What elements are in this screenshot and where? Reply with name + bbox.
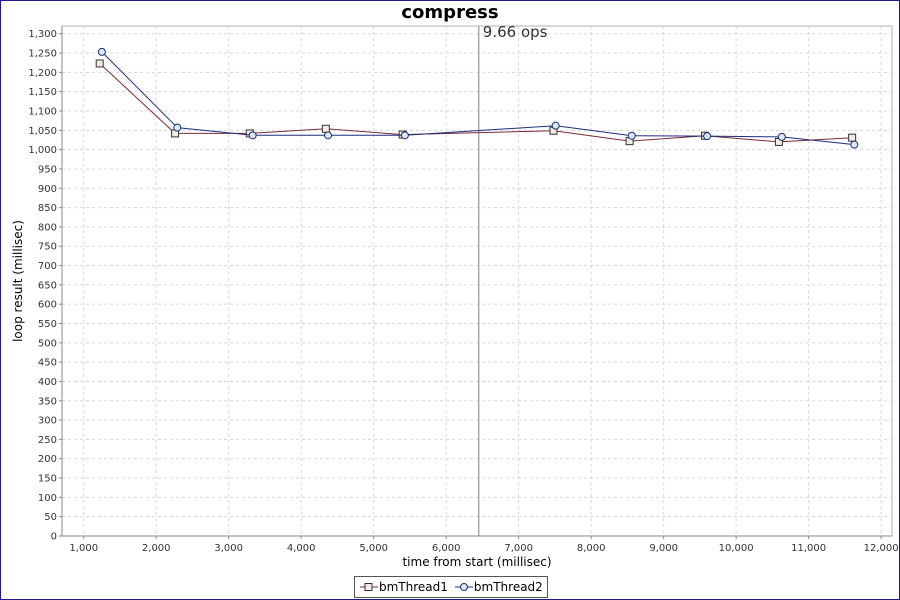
y-tick-label: 1,200 — [28, 68, 57, 79]
legend-item-bmthread2: bmThread2 — [454, 580, 543, 594]
y-tick-label: 100 — [38, 493, 57, 504]
data-point-bmthread2 — [850, 140, 859, 149]
data-point-bmthread2 — [173, 123, 182, 132]
data-point-bmthread1 — [321, 124, 330, 133]
y-tick-label: 1,000 — [28, 145, 57, 156]
y-tick-label: 200 — [38, 454, 57, 465]
series-line-bmthread2 — [101, 51, 855, 146]
marker-line-group: 9.66 ops — [478, 23, 548, 536]
data-point-bmthread2 — [703, 132, 712, 141]
y-tick-label: 350 — [38, 396, 57, 407]
x-tick-label: 2,000 — [142, 543, 171, 554]
y-axis-ticks: 0 50 100 150 200 250 300 350 400 450 500 550 600 650 7… — [28, 29, 62, 543]
x-tick-label: 1,000 — [69, 543, 98, 554]
x-tick-label: 4,000 — [287, 543, 316, 554]
y-tick-label: 0 — [51, 532, 57, 543]
x-axis-label: time from start (millisec) — [402, 555, 551, 569]
y-tick-label: 750 — [38, 242, 57, 253]
y-tick-label: 1,300 — [28, 29, 57, 40]
x-tick-label: 8,000 — [577, 543, 606, 554]
y-tick-label: 700 — [38, 261, 57, 272]
y-tick-label: 1,150 — [28, 87, 57, 98]
y-axis-label: loop result (millisec) — [11, 220, 25, 342]
y-tick-label: 650 — [38, 280, 57, 291]
square-marker-icon — [360, 583, 378, 591]
legend-item-bmthread1: bmThread1 — [359, 580, 448, 594]
y-tick-label: 400 — [38, 377, 57, 388]
y-tick-label: 950 — [38, 164, 57, 175]
y-tick-label: 550 — [38, 319, 57, 330]
data-point-bmthread1 — [848, 133, 857, 142]
x-tick-label: 7,000 — [504, 543, 533, 554]
y-tick-label: 800 — [38, 222, 57, 233]
plot-background — [62, 26, 892, 536]
legend-label-bmthread2: bmThread2 — [473, 580, 543, 594]
circle-marker-icon — [454, 583, 473, 591]
y-tick-label: 300 — [38, 416, 57, 427]
y-tick-label: 600 — [38, 300, 57, 311]
x-tick-label: 11,000 — [791, 543, 826, 554]
y-tick-label: 850 — [38, 203, 57, 214]
x-tick-label: 6,000 — [432, 543, 461, 554]
legend: bmThread1 bmThread2 — [354, 576, 548, 598]
legend-label-bmthread1: bmThread1 — [379, 580, 448, 594]
y-tick-label: 150 — [38, 474, 57, 485]
x-tick-label: 5,000 — [359, 543, 388, 554]
data-point-bmthread2 — [627, 131, 636, 140]
y-tick-label: 900 — [38, 184, 57, 195]
data-point-bmthread2 — [551, 121, 560, 130]
x-tick-label: 10,000 — [719, 543, 754, 554]
y-tick-label: 250 — [38, 435, 57, 446]
y-tick-label: 1,100 — [28, 107, 57, 118]
marker-line-label: 9.66 ops — [483, 23, 548, 41]
data-point-bmthread2 — [248, 131, 257, 140]
data-point-bmthread2 — [97, 47, 106, 56]
chart-title: compress — [401, 2, 498, 23]
x-tick-label: 9,000 — [649, 543, 678, 554]
series-line-bmthread1 — [99, 63, 853, 143]
data-point-bmthread2 — [324, 131, 333, 140]
y-tick-label: 50 — [44, 512, 57, 523]
x-axis-ticks: 1,000 2,000 3,000 4,000 5,000 6,000 7,000 8,000… — [69, 536, 899, 554]
data-point-bmthread2 — [400, 131, 409, 140]
data-point-bmthread2 — [777, 132, 786, 141]
data-point-bmthread1 — [95, 59, 104, 68]
y-tick-label: 1,250 — [28, 49, 57, 60]
series-group — [95, 47, 859, 149]
y-tick-label: 450 — [38, 358, 57, 369]
y-tick-label: 500 — [38, 338, 57, 349]
series-bmthread2 — [97, 47, 859, 149]
x-tick-label: 3,000 — [214, 543, 243, 554]
y-tick-label: 1,050 — [28, 126, 57, 137]
plot-area — [62, 26, 892, 536]
x-tick-label: 12,000 — [864, 543, 899, 554]
